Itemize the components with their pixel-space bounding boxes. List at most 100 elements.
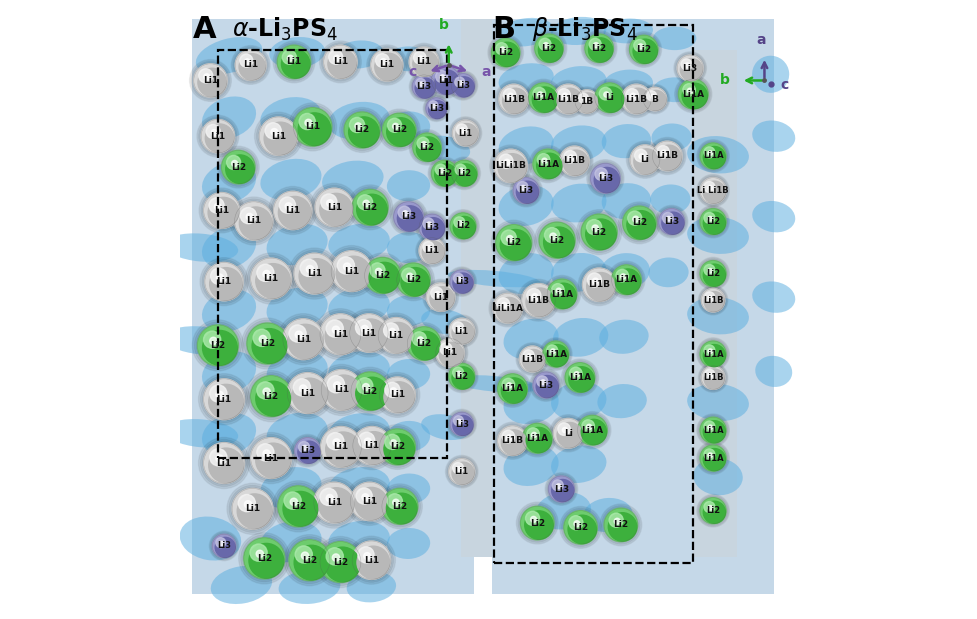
Circle shape xyxy=(379,486,420,527)
Circle shape xyxy=(347,479,391,524)
Circle shape xyxy=(377,484,422,529)
Circle shape xyxy=(310,183,358,232)
Circle shape xyxy=(543,275,580,313)
Circle shape xyxy=(460,128,464,132)
Text: Li2: Li2 xyxy=(456,169,471,178)
Circle shape xyxy=(594,168,607,180)
Circle shape xyxy=(533,33,564,63)
Ellipse shape xyxy=(267,351,327,392)
Circle shape xyxy=(347,311,391,355)
Circle shape xyxy=(199,188,244,233)
Ellipse shape xyxy=(550,17,606,45)
Circle shape xyxy=(517,344,547,374)
Circle shape xyxy=(447,211,478,241)
Circle shape xyxy=(697,206,729,238)
Circle shape xyxy=(315,188,353,227)
Circle shape xyxy=(494,80,531,118)
Circle shape xyxy=(536,376,547,387)
Circle shape xyxy=(411,132,442,162)
Circle shape xyxy=(576,415,608,446)
Text: Li2: Li2 xyxy=(705,269,719,278)
Circle shape xyxy=(356,488,372,504)
Circle shape xyxy=(561,359,598,396)
Circle shape xyxy=(286,371,328,415)
Circle shape xyxy=(608,261,644,298)
Ellipse shape xyxy=(687,297,748,334)
Circle shape xyxy=(495,225,531,261)
Circle shape xyxy=(345,309,393,357)
Circle shape xyxy=(346,367,394,415)
Circle shape xyxy=(574,90,598,113)
Ellipse shape xyxy=(653,27,696,50)
Circle shape xyxy=(244,59,250,64)
Text: Li2: Li2 xyxy=(455,222,470,230)
Circle shape xyxy=(298,113,330,145)
Circle shape xyxy=(386,493,416,524)
Ellipse shape xyxy=(447,270,539,287)
Circle shape xyxy=(564,362,595,393)
Circle shape xyxy=(196,324,239,367)
Text: Li1: Li1 xyxy=(438,76,452,85)
Circle shape xyxy=(503,89,515,101)
Circle shape xyxy=(412,51,438,76)
Circle shape xyxy=(289,540,329,581)
Circle shape xyxy=(369,263,385,278)
Circle shape xyxy=(494,42,519,66)
Circle shape xyxy=(316,422,366,472)
Circle shape xyxy=(393,499,399,506)
Text: Li3: Li3 xyxy=(428,104,444,113)
Circle shape xyxy=(330,249,372,293)
Text: Li3: Li3 xyxy=(682,64,697,72)
Circle shape xyxy=(555,142,592,180)
Circle shape xyxy=(658,208,685,235)
Circle shape xyxy=(557,423,570,435)
Circle shape xyxy=(682,84,695,96)
Ellipse shape xyxy=(550,184,606,222)
Ellipse shape xyxy=(387,528,430,559)
Circle shape xyxy=(384,382,414,412)
Circle shape xyxy=(197,325,238,366)
Text: Li3: Li3 xyxy=(217,542,231,550)
Circle shape xyxy=(529,145,566,183)
Ellipse shape xyxy=(498,185,553,226)
Circle shape xyxy=(324,319,360,354)
Circle shape xyxy=(501,430,514,443)
Text: Li1B: Li1B xyxy=(624,95,647,103)
Circle shape xyxy=(447,268,475,295)
Circle shape xyxy=(702,181,725,203)
Ellipse shape xyxy=(550,66,606,97)
Circle shape xyxy=(582,32,615,64)
Circle shape xyxy=(245,371,296,422)
Circle shape xyxy=(517,279,559,321)
Circle shape xyxy=(593,82,624,113)
Circle shape xyxy=(333,382,341,389)
Circle shape xyxy=(518,345,545,373)
Circle shape xyxy=(707,151,712,155)
Ellipse shape xyxy=(387,474,430,504)
Ellipse shape xyxy=(260,467,321,508)
Circle shape xyxy=(697,495,729,527)
Circle shape xyxy=(707,349,712,353)
Circle shape xyxy=(264,122,296,155)
Circle shape xyxy=(507,93,513,98)
Circle shape xyxy=(257,444,274,461)
Circle shape xyxy=(428,101,446,118)
Circle shape xyxy=(583,33,614,63)
Circle shape xyxy=(249,257,292,300)
Circle shape xyxy=(577,415,607,445)
Text: Li1: Li1 xyxy=(334,386,349,394)
Circle shape xyxy=(325,320,343,337)
Circle shape xyxy=(290,250,338,297)
Circle shape xyxy=(247,435,294,482)
Circle shape xyxy=(648,137,685,175)
Circle shape xyxy=(314,482,355,523)
Circle shape xyxy=(559,506,601,548)
Circle shape xyxy=(531,370,561,400)
Circle shape xyxy=(422,218,444,240)
Circle shape xyxy=(287,373,327,413)
Ellipse shape xyxy=(328,351,390,389)
Circle shape xyxy=(281,368,333,418)
Circle shape xyxy=(552,84,583,115)
Circle shape xyxy=(424,281,456,313)
Circle shape xyxy=(209,337,217,345)
